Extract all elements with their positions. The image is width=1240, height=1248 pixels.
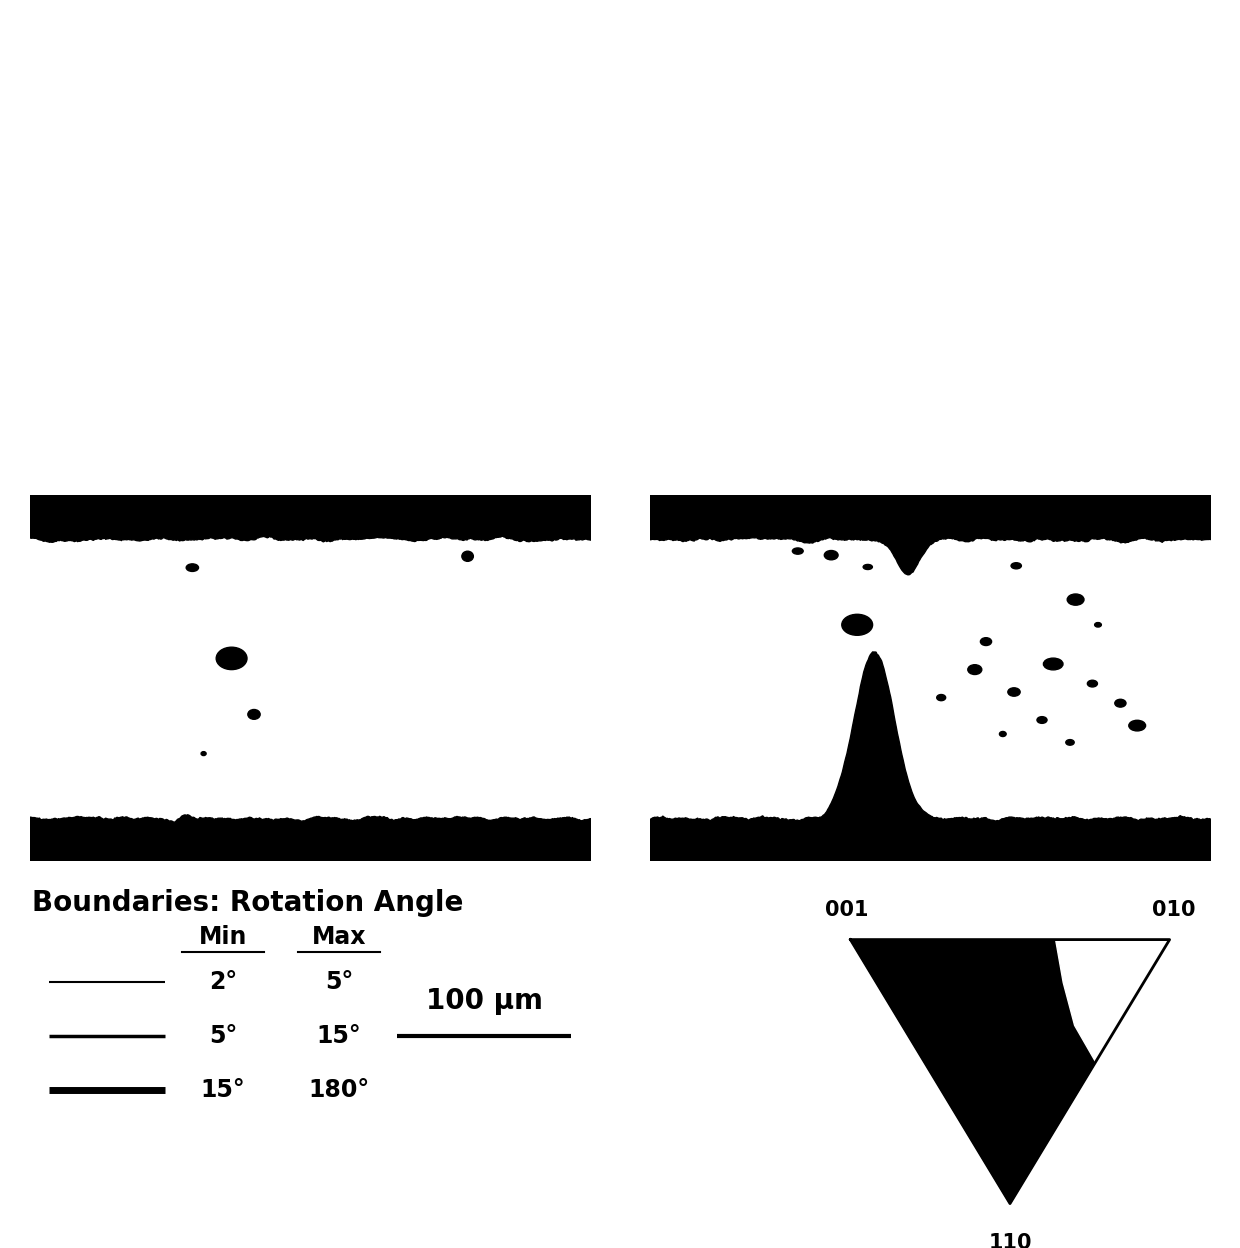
Polygon shape: [1055, 940, 1169, 1065]
Text: 5°: 5°: [208, 1025, 237, 1048]
Ellipse shape: [1011, 563, 1022, 569]
Ellipse shape: [842, 614, 873, 635]
Text: Min: Min: [198, 925, 247, 950]
Ellipse shape: [1087, 680, 1097, 686]
Text: 110: 110: [988, 1233, 1032, 1248]
Ellipse shape: [1043, 658, 1063, 670]
Text: 15°: 15°: [316, 1025, 361, 1048]
Ellipse shape: [1068, 594, 1084, 605]
Ellipse shape: [1115, 699, 1126, 708]
Text: 2°: 2°: [208, 971, 237, 995]
Text: (a): (a): [63, 34, 130, 76]
Ellipse shape: [792, 548, 804, 554]
Text: 5°: 5°: [325, 971, 353, 995]
Ellipse shape: [1066, 740, 1074, 745]
Text: Max: Max: [311, 925, 366, 950]
Ellipse shape: [1095, 623, 1101, 626]
Ellipse shape: [863, 564, 873, 569]
Ellipse shape: [248, 710, 260, 719]
Polygon shape: [851, 940, 1169, 1203]
Ellipse shape: [1008, 688, 1021, 696]
Ellipse shape: [936, 695, 946, 700]
Text: (b): (b): [683, 34, 753, 76]
Ellipse shape: [1128, 720, 1146, 731]
Text: 100 μm: 100 μm: [425, 987, 543, 1015]
Text: Boundaries: Rotation Angle: Boundaries: Rotation Angle: [31, 890, 463, 917]
Ellipse shape: [201, 751, 206, 755]
Text: 001: 001: [825, 900, 868, 920]
Text: 180°: 180°: [309, 1078, 370, 1102]
Ellipse shape: [967, 665, 982, 674]
Ellipse shape: [825, 550, 838, 560]
Ellipse shape: [999, 731, 1006, 736]
Ellipse shape: [461, 552, 474, 562]
Text: 15°: 15°: [201, 1078, 246, 1102]
Ellipse shape: [186, 564, 198, 572]
Ellipse shape: [216, 648, 247, 670]
Ellipse shape: [1037, 716, 1047, 724]
Text: 010: 010: [1152, 900, 1195, 920]
Ellipse shape: [981, 638, 992, 645]
